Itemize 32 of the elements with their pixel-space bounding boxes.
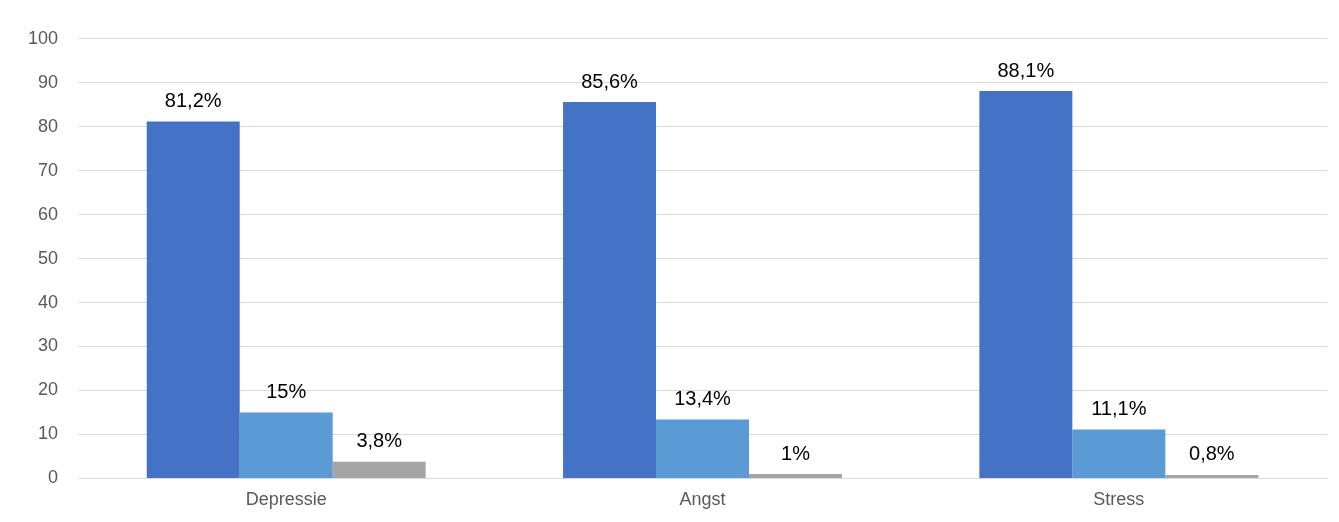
- data-label: 3,8%: [356, 429, 403, 452]
- bar: [979, 91, 1073, 478]
- data-label: 13,4%: [674, 387, 732, 410]
- y-tick-label: 100: [27, 27, 59, 48]
- bar: [146, 121, 240, 478]
- y-tick-label: 20: [38, 379, 59, 400]
- y-tick-label: 80: [38, 115, 59, 136]
- bar: [332, 461, 426, 478]
- x-tick-label: Stress: [1093, 489, 1145, 510]
- y-tick-label: 50: [38, 247, 59, 268]
- y-tick-label: 40: [38, 291, 59, 312]
- y-tick-label: 70: [38, 159, 59, 180]
- x-tick-label: Depressie: [245, 489, 327, 510]
- data-label: 85,6%: [581, 69, 639, 92]
- data-label: 15%: [266, 379, 307, 402]
- y-tick-label: 0: [48, 467, 59, 488]
- bar: [656, 419, 750, 478]
- x-tick-label: Angst: [679, 489, 726, 510]
- bar: [239, 412, 333, 478]
- data-label: 1%: [781, 441, 811, 464]
- y-tick-label: 90: [38, 71, 59, 92]
- data-label: 88,1%: [997, 58, 1055, 81]
- bar: [1165, 474, 1259, 478]
- y-tick-label: 10: [38, 423, 59, 444]
- data-label: 11,1%: [1091, 397, 1147, 420]
- y-tick-label: 30: [38, 335, 59, 356]
- data-label: 0,8%: [1189, 442, 1235, 465]
- y-tick-label: 60: [38, 203, 59, 224]
- data-label: 81,2%: [164, 88, 222, 111]
- bar: [1072, 429, 1166, 478]
- bar: [563, 102, 657, 478]
- bar: [749, 474, 842, 478]
